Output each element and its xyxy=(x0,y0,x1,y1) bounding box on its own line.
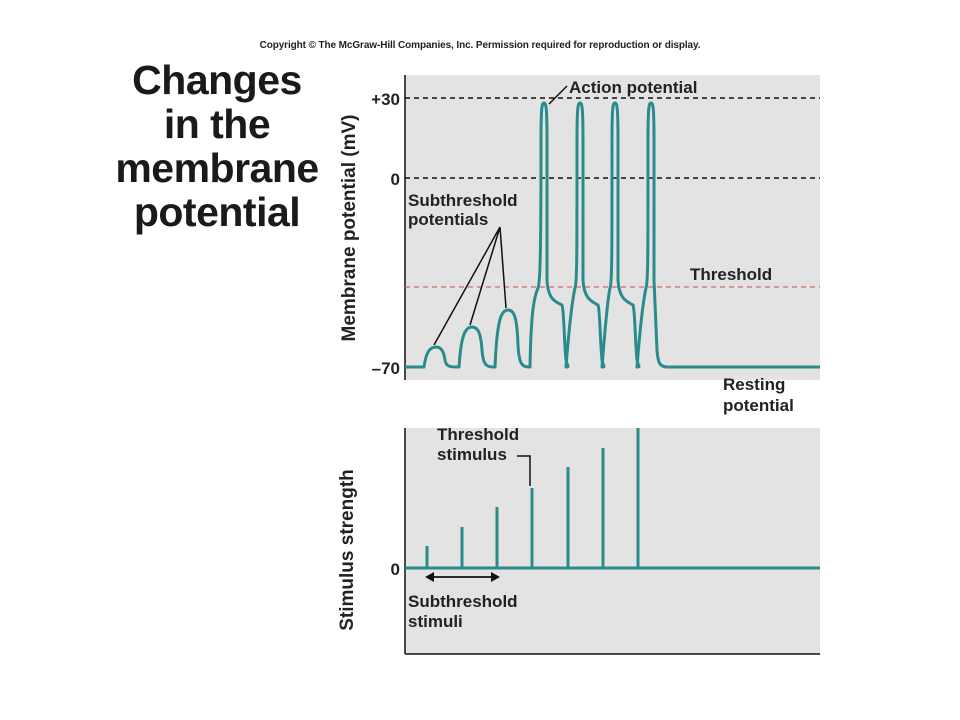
title-line: in the xyxy=(163,101,271,147)
tick-zero: 0 xyxy=(391,170,400,189)
copyright-notice: Copyright © The McGraw-Hill Companies, I… xyxy=(259,40,701,51)
subthreshold-pointer xyxy=(499,226,507,309)
subthreshold-pointer xyxy=(433,226,501,346)
threshold-stimulus-label: Threshold xyxy=(437,425,519,444)
subthreshold-potentials-label: Subthreshold xyxy=(408,191,518,210)
resting-potential-label: potential xyxy=(723,396,794,415)
action-potential-pointer xyxy=(548,85,568,105)
resting-potential-label: Resting xyxy=(723,375,785,394)
tick-plus30: +30 xyxy=(371,90,400,109)
threshold-label: Threshold xyxy=(690,265,772,284)
arrowhead-right-icon xyxy=(491,572,500,582)
subthreshold-stimuli-label: Subthreshold xyxy=(408,592,518,611)
title-line: potential xyxy=(133,189,301,235)
action-potential-label: Action potential xyxy=(569,78,697,97)
arrowhead-left-icon xyxy=(425,572,434,582)
threshold-stimulus-pointer xyxy=(517,455,531,486)
bottom-panel-background xyxy=(405,428,820,654)
bottom-y-axis-label: Stimulus strength xyxy=(337,469,358,631)
tick-stimulus-zero: 0 xyxy=(391,560,400,579)
top-y-axis-label: Membrane potential (mV) xyxy=(339,115,360,342)
threshold-stimulus-label: stimulus xyxy=(437,445,507,464)
subthreshold-potentials-label: potentials xyxy=(408,210,488,229)
subthreshold-stimuli-label: stimuli xyxy=(408,612,463,631)
tick-minus70: –70 xyxy=(372,359,400,378)
title-line: Changes xyxy=(132,57,302,103)
slide-title: Changes in the membrane potential xyxy=(92,58,342,234)
subthreshold-pointer xyxy=(469,226,501,326)
membrane-potential-trace xyxy=(405,101,820,369)
title-line: membrane xyxy=(115,145,319,191)
